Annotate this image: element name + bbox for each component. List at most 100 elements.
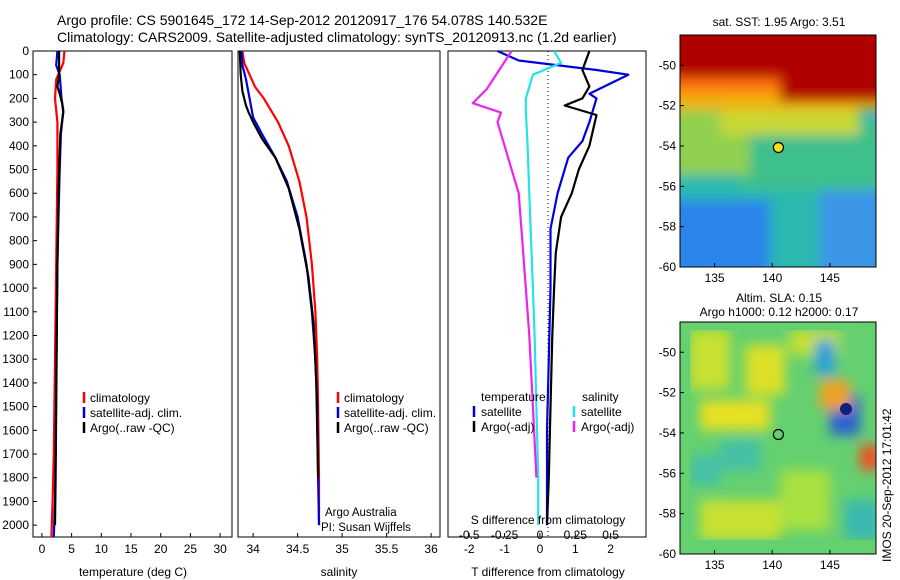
y-tick-label: 1000	[2, 281, 29, 295]
x-tick-label: 1	[572, 542, 579, 556]
salinity-x-label: salinity	[321, 565, 358, 579]
sla-low-core	[840, 403, 852, 415]
legend-label-temp-argo: Argo(-adj)	[481, 420, 534, 434]
y-tick-label: 1200	[2, 328, 29, 342]
y-tick-label: 2000	[2, 518, 29, 532]
map-y-tick-label: -58	[659, 220, 677, 234]
map-x-tick-label: 140	[762, 558, 782, 572]
map-y-tick-label: -52	[659, 99, 677, 113]
y-tick-label: 1100	[3, 305, 29, 319]
y-tick-label: 0	[22, 44, 29, 58]
map-y-tick-label: -52	[659, 386, 677, 400]
series-line-argo-raw-qc-	[238, 50, 320, 478]
x-tick-label: 20	[154, 542, 168, 556]
x-tick-label: 10	[95, 542, 109, 556]
map-y-tick-label: -54	[659, 426, 677, 440]
legend-label-argo: Argo(..raw -QC)	[344, 421, 429, 435]
map-x-tick-label: 145	[820, 558, 840, 572]
series-line-temperature-satellite	[497, 49, 630, 526]
x2-tick-label: -0.5	[459, 528, 480, 542]
legend-label-climatology: climatology	[90, 391, 150, 405]
map-y-tick-label: -58	[659, 507, 677, 521]
x-tick-label: 36	[424, 542, 438, 556]
series-line-argo-raw-qc-	[53, 51, 65, 526]
series-line-climatology	[241, 50, 321, 526]
legend-label-argo: Argo(..raw -QC)	[90, 421, 175, 435]
argo-location-marker	[772, 428, 785, 441]
map-y-tick-label: -56	[659, 179, 677, 193]
x2-tick-label: 0	[537, 528, 544, 542]
series-line-climatology	[50, 50, 66, 538]
map-y-tick-label: -60	[659, 547, 677, 561]
sst-map-frame	[679, 34, 877, 268]
annotation-pi: PI: Susan Wijffels	[321, 522, 411, 534]
sla-map-title-line2: Argo h1000: 0.12 h2000: 0.17	[700, 305, 859, 319]
sst-map-axes: 135 140 145 -60 -58 -56 -54 -52 -50	[659, 58, 841, 285]
y-tick-label: 1300	[2, 352, 29, 366]
annotation-institution: Argo Australia	[325, 507, 397, 519]
salinity-x-axis: 34 34.5 35 35.5 36	[246, 533, 438, 556]
legend-label-climatology: climatology	[344, 391, 404, 405]
map-y-tick-label: -60	[659, 260, 677, 274]
y-tick-label: 1800	[2, 471, 29, 485]
legend-label-satellite: satellite-adj. clim.	[344, 406, 436, 420]
x-tick-label: -1	[499, 542, 510, 556]
temperature-legend: climatology satellite-adj. clim. Argo(..…	[82, 391, 182, 435]
map-y-tick-label: -50	[659, 345, 677, 359]
legend-label-sal-satellite: satellite	[581, 405, 622, 419]
difference-x-label: T difference from climatology	[471, 565, 625, 579]
x2-tick-label: 0.5	[602, 528, 619, 542]
map-x-tick-label: 135	[705, 558, 725, 572]
y-tick-label: 400	[9, 139, 29, 153]
map-y-tick-label: -54	[659, 139, 677, 153]
y-tick-label: 1400	[2, 376, 29, 390]
x-tick-label: 25	[184, 542, 198, 556]
map-x-tick-label: 145	[820, 271, 840, 285]
difference-panel	[447, 50, 647, 538]
salinity-legend: climatology satellite-adj. clim. Argo(..…	[321, 391, 436, 534]
x-tick-label: 0	[39, 542, 46, 556]
map-x-tick-label: 140	[762, 271, 782, 285]
map-y-tick-label: -56	[659, 466, 677, 480]
x2-tick-label: -0.25	[491, 528, 519, 542]
x2-tick-label: 0.25	[564, 528, 588, 542]
salinity-difference-x-axis: -0.5 -0.25 0 0.25 0.5	[459, 528, 619, 542]
x-tick-label: 35.5	[375, 542, 399, 556]
x-tick-label: -2	[464, 542, 475, 556]
y-tick-label: 600	[9, 186, 29, 200]
x-tick-label: 15	[124, 542, 138, 556]
legend-label-sal-argo: Argo(-adj)	[581, 420, 634, 434]
y-tick-label: 100	[9, 68, 29, 82]
y-tick-label: 900	[9, 257, 29, 271]
map-x-tick-label: 135	[705, 271, 725, 285]
legend-label-temp-satellite: satellite	[481, 405, 522, 419]
difference-series	[471, 49, 630, 526]
temperature-series	[50, 50, 66, 538]
argo-location-marker	[772, 141, 785, 154]
salinity-panel	[237, 50, 441, 538]
legend-title-salinity: salinity	[582, 390, 619, 404]
y-tick-label: 1600	[2, 423, 29, 437]
difference-legend: temperature salinity satellite Argo(-adj…	[472, 390, 634, 434]
sla-map-title-line1: Altim. SLA: 0.15	[736, 291, 822, 305]
x-tick-label: 5	[68, 542, 75, 556]
y-tick-label: 1500	[2, 400, 29, 414]
x-tick-label: 34	[246, 542, 260, 556]
x-tick-label: 30	[213, 542, 227, 556]
legend-title-temperature: temperature	[481, 390, 546, 404]
sla-map-frame	[679, 321, 877, 555]
series-line-salinity-satellite	[524, 50, 563, 526]
temperature-panel	[32, 50, 233, 538]
figure-title-line2: Climatology: CARS2009. Satellite-adjuste…	[57, 29, 617, 45]
sla-map-image	[680, 322, 876, 554]
series-line-salinity-argo-adj-	[471, 50, 538, 478]
sst-map-title: sat. SST: 1.95 Argo: 3.51	[713, 15, 846, 29]
y-tick-label: 1900	[2, 494, 29, 508]
sla-map-axes: 135 140 145 -60 -58 -56 -54 -52 -50	[659, 345, 841, 572]
depth-axis: 0 100 200 300 400 500 600 700 800 900 1000 1100 1200…	[2, 44, 37, 532]
x-tick-label: 0	[537, 542, 544, 556]
y-tick-label: 200	[9, 91, 29, 105]
x-tick-label: 35	[335, 542, 349, 556]
y-tick-label: 300	[9, 115, 29, 129]
